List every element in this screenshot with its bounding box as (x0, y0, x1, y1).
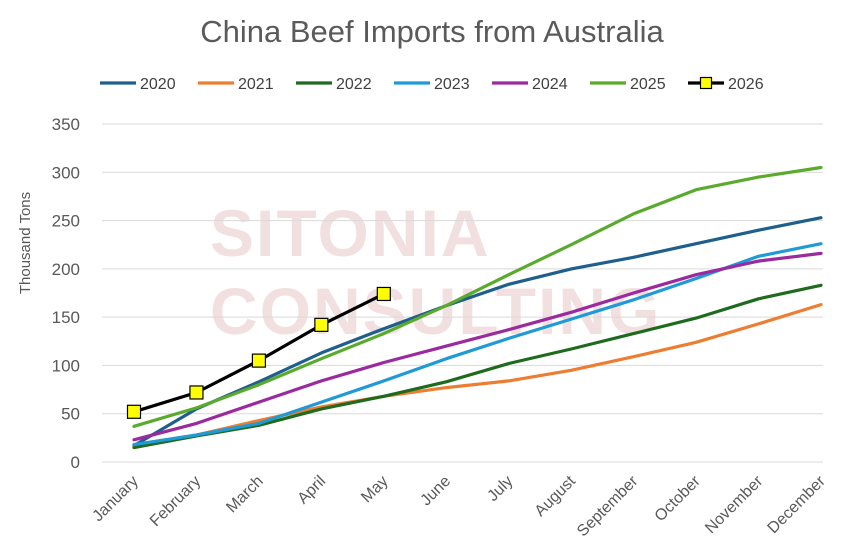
legend: 2020 2021 2022 2023 2024 2025 2026 (100, 76, 764, 93)
y-tick-label: 200 (52, 260, 80, 279)
chart-title: China Beef Imports from Australia (200, 14, 664, 49)
legend-label-2020: 2020 (140, 76, 176, 93)
y-tick-label: 300 (52, 163, 80, 182)
series-2024 (132, 251, 823, 442)
y-tick-label: 100 (52, 356, 80, 375)
x-tick-label: March (223, 473, 266, 516)
x-tick-label: February (147, 473, 204, 530)
y-axis-ticks: 0 50 100 150 200 250 300 350 (52, 115, 80, 472)
y-axis-label: Thousand Tons (17, 192, 34, 294)
legend-label-2026: 2026 (728, 76, 764, 93)
legend-marker-2026 (699, 76, 713, 90)
data-point-2026 (314, 317, 329, 332)
series-2021 (132, 303, 823, 450)
legend-label-2023: 2023 (434, 76, 470, 93)
x-tick-label: August (532, 472, 580, 520)
series-2022 (132, 283, 823, 450)
series-2023 (132, 242, 823, 447)
legend-item-2024: 2024 (492, 76, 568, 93)
watermark: SITONIA CONSULTING (210, 196, 659, 348)
x-tick-label: November (702, 472, 767, 537)
series-line-2022 (132, 283, 823, 450)
x-tick-label: September (574, 472, 642, 540)
x-tick-label: December (765, 472, 830, 537)
legend-label-2025: 2025 (630, 76, 666, 93)
series-line-2025 (132, 165, 823, 428)
data-point-2026 (376, 286, 391, 302)
x-tick-label: April (295, 473, 330, 508)
legend-label-2024: 2024 (532, 76, 568, 93)
legend-item-2020: 2020 (100, 76, 176, 93)
legend-item-2022: 2022 (296, 76, 372, 93)
series-line-2023 (132, 242, 823, 447)
x-tick-label: June (418, 473, 455, 510)
x-tick-label: October (652, 472, 705, 525)
data-point-2026 (126, 404, 142, 419)
series-line-2021 (132, 303, 823, 450)
y-tick-label: 350 (52, 115, 80, 134)
x-tick-label: May (358, 473, 391, 506)
y-tick-label: 50 (61, 405, 80, 424)
legend-label-2021: 2021 (238, 76, 274, 93)
data-point-2026 (189, 385, 204, 400)
legend-item-2025: 2025 (590, 76, 666, 93)
x-tick-label: January (90, 473, 142, 525)
series-2026 (126, 286, 391, 419)
y-tick-label: 0 (71, 453, 80, 472)
x-axis-ticks: January February March April May June July Augu… (90, 472, 830, 540)
legend-item-2023: 2023 (394, 76, 470, 93)
x-tick-label: July (484, 473, 516, 505)
y-tick-label: 250 (52, 212, 80, 231)
series-line-2020 (132, 216, 823, 448)
series-2020 (132, 216, 823, 448)
data-point-2026 (251, 353, 267, 368)
watermark-line-1: SITONIA (210, 196, 490, 270)
legend-label-2022: 2022 (336, 76, 372, 93)
legend-item-2026: 2026 (688, 76, 764, 93)
series-lines (126, 165, 823, 450)
legend-item-2021: 2021 (198, 76, 274, 93)
series-2025 (132, 165, 823, 428)
series-line-2024 (132, 251, 823, 442)
y-tick-label: 150 (52, 308, 80, 327)
